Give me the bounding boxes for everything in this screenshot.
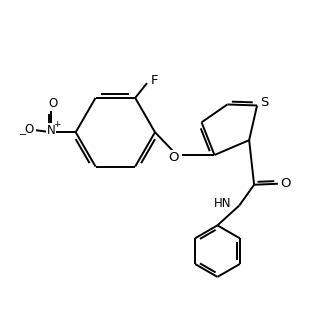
Text: O: O [169,151,179,165]
Text: −: − [19,130,27,140]
Text: HN: HN [214,197,231,210]
Text: +: + [53,120,61,129]
Text: O: O [24,123,34,136]
Text: F: F [150,73,158,87]
Text: O: O [48,97,58,110]
Text: N: N [46,124,55,137]
Text: S: S [260,96,268,109]
Text: O: O [281,177,291,190]
